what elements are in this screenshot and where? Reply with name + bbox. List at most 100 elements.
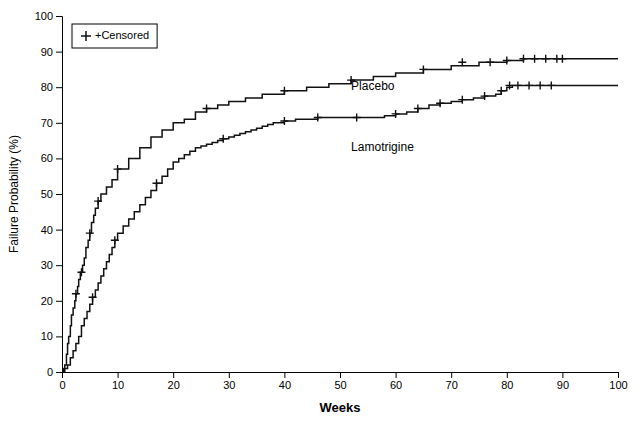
y-tick: 40	[41, 224, 62, 236]
chart: 0 10 20 30 40 50 60 70 80 90 100 0 10 20 30 40 50 60 70 80 9…	[0, 0, 640, 424]
x-tick: 50	[334, 372, 346, 391]
x-axis-line	[63, 373, 619, 379]
y-axis-line	[56, 17, 63, 373]
x-tick-mark	[340, 372, 341, 378]
x-tick: 40	[279, 372, 291, 391]
x-axis: 0 10 20 30 40 50 60 70 80 90 100	[59, 372, 627, 391]
x-tick: 30	[223, 372, 235, 391]
censored-mark	[114, 165, 122, 173]
x-tick: 80	[501, 372, 513, 391]
x-tick-mark	[229, 372, 230, 378]
y-tick-mark	[56, 87, 62, 88]
censored-mark	[525, 81, 533, 89]
x-tick: 100	[609, 372, 627, 391]
y-tick-label: 100	[35, 10, 53, 22]
x-tick-label: 0	[59, 379, 65, 391]
y-tick: 10	[41, 330, 62, 342]
x-tick-label: 50	[334, 379, 346, 391]
y-tick-label: 90	[41, 46, 53, 58]
censored-mark	[542, 55, 550, 63]
y-tick-mark	[56, 158, 62, 159]
y-tick: 20	[41, 295, 62, 307]
legend: +Censored	[72, 24, 157, 48]
y-tick: 60	[41, 152, 62, 164]
y-tick-mark	[56, 16, 62, 17]
x-tick-label: 60	[390, 379, 402, 391]
y-tick: 0	[47, 366, 62, 378]
censored-mark	[153, 179, 161, 187]
censored-mark	[77, 268, 85, 276]
x-tick: 70	[446, 372, 458, 391]
censored-mark	[89, 293, 97, 301]
censored-mark	[280, 117, 288, 125]
censored-mark	[219, 135, 227, 143]
censored-mark	[558, 55, 566, 63]
x-tick-mark	[562, 372, 563, 378]
censored-mark	[392, 110, 400, 118]
censored-mark	[519, 55, 527, 63]
y-tick-mark	[56, 123, 62, 124]
step-line	[62, 59, 618, 372]
legend-marker	[81, 31, 91, 41]
step-line	[62, 85, 618, 372]
censored-mark	[86, 229, 94, 237]
x-tick-mark	[618, 372, 619, 378]
y-tick-label: 0	[47, 366, 53, 378]
y-tick-label: 20	[41, 295, 53, 307]
x-axis-title: Weeks	[320, 400, 361, 415]
y-tick-label: 40	[41, 224, 53, 236]
x-tick: 10	[112, 372, 124, 391]
curve-label: Placebo	[351, 79, 395, 93]
censored-mark	[414, 105, 422, 113]
y-tick: 90	[41, 46, 62, 58]
x-tick: 90	[557, 372, 569, 391]
y-tick: 70	[41, 117, 62, 129]
y-tick-label: 30	[41, 259, 53, 271]
x-tick-label: 80	[501, 379, 513, 391]
censored-mark	[72, 290, 80, 298]
censored-mark	[419, 65, 427, 73]
y-tick: 30	[41, 259, 62, 271]
censored-mark	[481, 92, 489, 100]
x-tick-label: 100	[609, 379, 627, 391]
y-tick-mark	[56, 194, 62, 195]
y-tick-mark	[56, 336, 62, 337]
x-tick-mark	[284, 372, 285, 378]
y-tick-mark	[56, 52, 62, 53]
plot: 0 10 20 30 40 50 60 70 80 90 100 0 10 20 30 40 50 60 70 80 9…	[7, 10, 628, 415]
y-tick-label: 50	[41, 188, 53, 200]
censored-mark	[203, 105, 211, 113]
y-tick-mark	[56, 372, 62, 373]
censored-mark	[94, 197, 102, 205]
y-tick-label: 80	[41, 81, 53, 93]
y-tick-label: 60	[41, 152, 53, 164]
censored-mark	[458, 58, 466, 66]
x-tick-label: 70	[446, 379, 458, 391]
x-tick: 20	[168, 372, 180, 391]
censored-mark	[458, 96, 466, 104]
censored-mark	[547, 81, 555, 89]
marks	[62, 55, 618, 372]
y-tick-label: 10	[41, 330, 53, 342]
censored-mark	[111, 236, 119, 244]
censored-mark	[497, 87, 505, 95]
y-tick-mark	[56, 230, 62, 231]
x-tick-label: 20	[168, 379, 180, 391]
x-tick: 0	[59, 372, 65, 391]
x-tick-mark	[396, 372, 397, 378]
censored-mark	[506, 81, 514, 89]
censored-mark	[486, 58, 494, 66]
x-tick-mark	[507, 372, 508, 378]
x-tick: 60	[390, 372, 402, 391]
censored-mark	[436, 99, 444, 107]
y-axis-title: Failure Probability (%)	[7, 135, 21, 253]
y-tick: 80	[41, 81, 62, 93]
y-tick-label: 70	[41, 117, 53, 129]
censored-mark	[314, 113, 322, 121]
x-tick-mark	[451, 372, 452, 378]
x-tick-label: 40	[279, 379, 291, 391]
censored-mark	[503, 57, 511, 65]
censored-mark	[353, 113, 361, 121]
legend-frame	[72, 24, 157, 48]
x-tick-label: 10	[112, 379, 124, 391]
